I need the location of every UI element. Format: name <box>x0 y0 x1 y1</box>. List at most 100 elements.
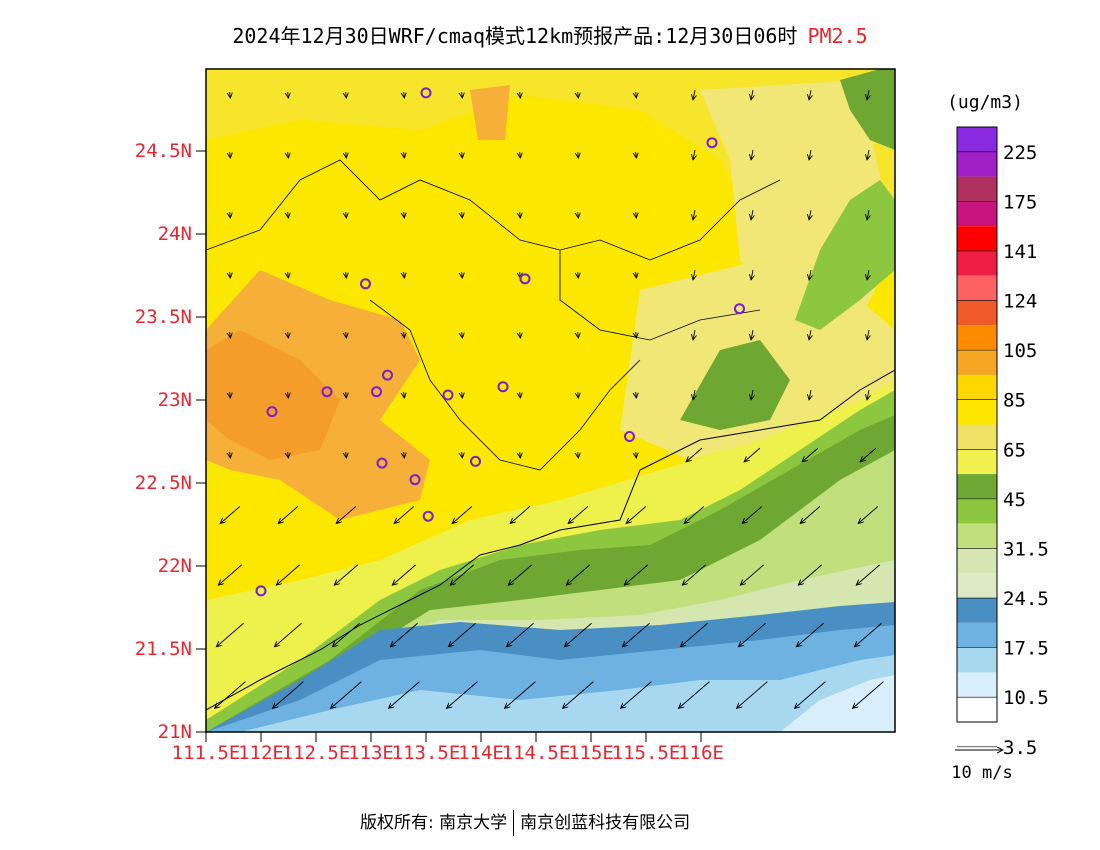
lat-label: 23.5N <box>135 306 192 328</box>
wind-arrow <box>450 564 474 585</box>
wind-arrow <box>867 330 869 340</box>
wind-arrow <box>860 447 877 462</box>
city-marker <box>382 369 393 381</box>
wind-arrow <box>636 391 637 398</box>
legend-swatch <box>957 647 997 673</box>
legend-swatch <box>957 523 997 549</box>
legend-label: 17.5 <box>1003 638 1049 660</box>
wind-arrow <box>809 270 811 280</box>
wind-arrow <box>346 211 347 218</box>
wind-arrow <box>404 391 405 398</box>
lon-label: 113.5E <box>392 742 461 764</box>
lon-label: 113E <box>348 742 394 764</box>
legend-swatch <box>957 498 997 524</box>
wind-arrow <box>621 681 652 709</box>
wind-arrow <box>520 211 521 218</box>
wind-arrow <box>636 451 637 458</box>
wind-arrow <box>564 622 592 647</box>
legend-label: 45 <box>1003 489 1026 511</box>
wind-arrow <box>854 622 882 647</box>
lat-label: 23N <box>158 389 192 411</box>
wind-arrow <box>520 391 521 398</box>
wind-arrow <box>288 91 289 98</box>
wind-arrow <box>809 210 811 220</box>
city-marker <box>371 386 382 398</box>
wind-arrow <box>751 90 753 100</box>
wind-arrow <box>520 151 521 158</box>
wind-arrow <box>448 622 476 647</box>
lat-label: 22.5N <box>135 472 192 494</box>
wind-arrow <box>230 331 231 338</box>
wind-arrow <box>346 391 347 398</box>
wind-arrow <box>462 391 463 398</box>
legend-swatch <box>957 201 997 227</box>
legend-swatch <box>957 226 997 251</box>
wind-arrow <box>390 622 418 647</box>
title-text: 2024年12月30日WRF/cmaq模式12km预报产品:12月30日06时 <box>232 24 798 48</box>
wind-arrow <box>505 681 536 709</box>
lon-label: 115E <box>568 742 614 764</box>
wind-arrow <box>636 331 637 338</box>
wind-arrow <box>510 506 531 524</box>
wind-arrow <box>578 451 579 458</box>
wind-arrow <box>809 150 811 160</box>
wind-arrow <box>520 331 521 338</box>
city-marker <box>497 381 509 393</box>
wind-arrow <box>404 151 405 158</box>
wind-arrow <box>856 564 880 585</box>
lon-label: 112E <box>238 742 284 764</box>
lon-label: 115.5E <box>612 742 681 764</box>
wind-arrow <box>506 622 534 647</box>
wind-arrow <box>462 331 463 338</box>
legend-swatch <box>957 672 997 698</box>
wind-arrow <box>795 681 826 709</box>
lon-label: 116E <box>678 742 724 764</box>
wind-arrow <box>578 211 579 218</box>
lon-label: 111.5E <box>172 742 241 764</box>
wind-arrow <box>578 391 579 398</box>
city-marker <box>376 457 388 469</box>
legend-swatch <box>957 300 997 326</box>
legend-swatch <box>957 548 997 574</box>
wind-arrow <box>404 331 405 338</box>
wind-arrow <box>220 506 241 524</box>
wind-arrow <box>288 151 289 158</box>
legend-swatch <box>957 573 997 599</box>
wind-arrow <box>693 210 695 220</box>
wind-arrow <box>867 150 869 160</box>
wind-arrow <box>636 151 637 158</box>
legend-swatch <box>957 424 997 450</box>
wind-arrow <box>404 451 405 458</box>
wind-arrow <box>404 91 405 98</box>
wind-arrow <box>274 622 302 647</box>
legend-swatch <box>957 374 997 400</box>
wind-arrow <box>230 451 231 458</box>
legend-label: 141 <box>1003 241 1037 263</box>
lon-label: 114E <box>458 742 504 764</box>
legend-label: 3.5 <box>1003 737 1037 759</box>
wind-arrow <box>740 564 764 585</box>
wind-arrow <box>462 151 463 158</box>
wind-arrow <box>230 271 231 278</box>
wind-arrow <box>853 681 884 709</box>
wind-arrow <box>693 150 695 160</box>
city-marker <box>409 474 421 486</box>
legend-label: 225 <box>1003 142 1037 164</box>
wind-arrow <box>693 330 695 340</box>
wind-arrow <box>693 390 695 400</box>
wind-arrow <box>636 271 637 278</box>
legend-label: 124 <box>1003 291 1037 313</box>
wind-arrow <box>218 564 242 585</box>
wind-arrow <box>867 390 869 400</box>
wind-arrow <box>798 564 822 585</box>
wind-arrow <box>751 270 753 280</box>
wind-arrow <box>288 451 289 458</box>
wind-arrow <box>693 90 695 100</box>
wind-arrow <box>346 151 347 158</box>
wind-arrow <box>389 681 420 709</box>
city-marker <box>442 389 454 401</box>
wind-arrow <box>508 564 532 585</box>
wind-arrow <box>452 506 473 524</box>
wind-arrow <box>867 210 869 220</box>
wind-arrow <box>802 447 819 462</box>
